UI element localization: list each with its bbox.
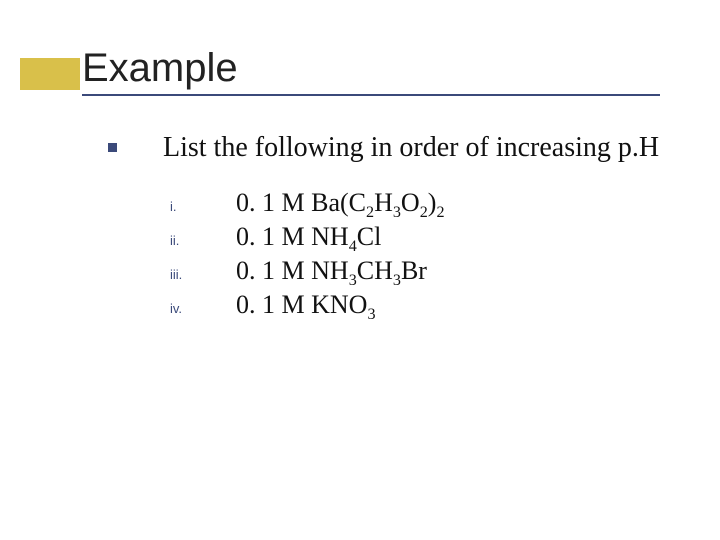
item-prefix: 0. 1 M (236, 256, 311, 285)
item-formula: NH4Cl (311, 222, 381, 251)
item-text: 0. 1 M NH4Cl (236, 222, 381, 252)
item-prefix: 0. 1 M (236, 188, 311, 217)
item-prefix: 0. 1 M (236, 222, 311, 251)
item-text: 0. 1 M Ba(C2H3O2)2 (236, 188, 445, 218)
square-bullet-icon (108, 143, 117, 152)
item-text: 0. 1 M NH3CH3Br (236, 256, 427, 286)
list-item: i. 0. 1 M Ba(C2H3O2)2 (164, 188, 660, 218)
roman-numeral: iv. (164, 301, 236, 316)
item-text: 0. 1 M KNO3 (236, 290, 376, 320)
item-formula: Ba(C2H3O2)2 (311, 188, 444, 217)
accent-block (20, 58, 80, 90)
roman-numeral: iii. (164, 267, 236, 282)
item-prefix: 0. 1 M (236, 290, 311, 319)
item-formula: KNO3 (311, 290, 375, 319)
list-item: iii. 0. 1 M NH3CH3Br (164, 256, 660, 286)
title-underline (82, 94, 660, 96)
item-formula: NH3CH3Br (311, 256, 427, 285)
prompt-text: List the following in order of increasin… (163, 130, 659, 166)
content-area: List the following in order of increasin… (108, 130, 660, 324)
page-title: Example (82, 46, 660, 91)
roman-numeral: ii. (164, 233, 236, 248)
bullet-row: List the following in order of increasin… (108, 130, 660, 166)
roman-numeral: i. (164, 199, 236, 214)
list-item: iv. 0. 1 M KNO3 (164, 290, 660, 320)
items-list: i. 0. 1 M Ba(C2H3O2)2 ii. 0. 1 M NH4Cl i… (164, 188, 660, 320)
title-wrap: Example (82, 46, 660, 91)
list-item: ii. 0. 1 M NH4Cl (164, 222, 660, 252)
